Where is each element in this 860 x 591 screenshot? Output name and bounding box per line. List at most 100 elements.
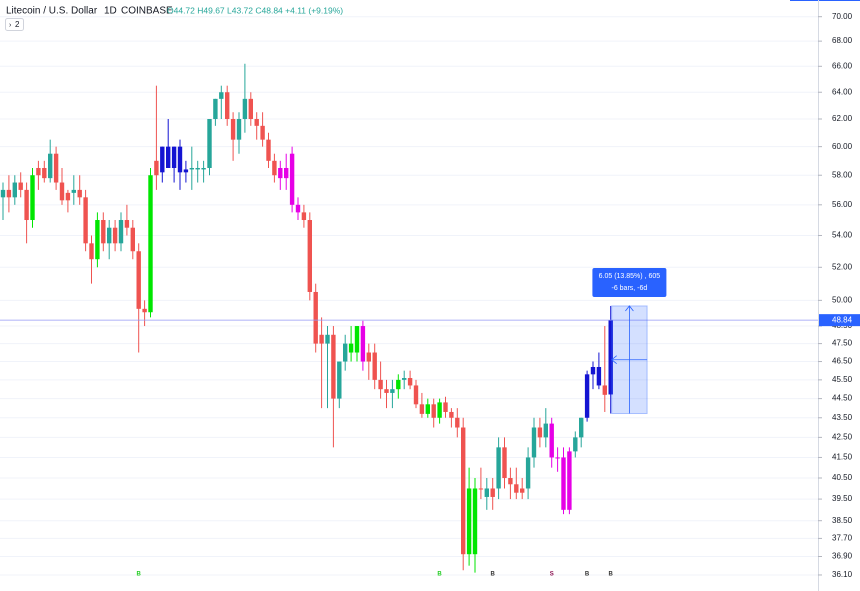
- candle-body: [112, 227, 118, 244]
- candle-body: [525, 457, 531, 489]
- candles: B B B S B B 6.05 (13.85%) , 605 -6 bars, -6d: [0, 63, 818, 578]
- measure-arrow-head-h: [611, 355, 617, 365]
- candle-body: [0, 189, 6, 198]
- y-tick-label: 54.00: [832, 231, 853, 240]
- candle-body: [490, 488, 495, 497]
- y-tick-label: 62.00: [832, 114, 853, 123]
- candle-body: [242, 98, 248, 120]
- candle-body: [331, 334, 336, 399]
- candle-body: [12, 182, 17, 198]
- candle-body: [130, 227, 135, 252]
- badge-count: 2: [15, 20, 20, 29]
- candle-body: [455, 417, 460, 428]
- candle-body: [360, 326, 366, 362]
- candle-body: [53, 153, 59, 183]
- candle-body: [354, 326, 360, 353]
- candle-body: [472, 488, 478, 555]
- candle-body: [520, 488, 525, 493]
- measure-arrow-head: [625, 305, 634, 312]
- candle-body: [65, 192, 71, 201]
- candle-body: [59, 182, 65, 201]
- y-tick-label: 36.90: [832, 552, 853, 561]
- candle-body: [171, 146, 177, 168]
- candle-body: [260, 125, 265, 140]
- signal-label: B: [137, 572, 142, 578]
- grid: [0, 16, 818, 576]
- y-tick-label: 50.00: [832, 295, 853, 304]
- candle-body: [160, 146, 165, 173]
- candle-body: [154, 160, 159, 176]
- y-tick-label: 41.50: [832, 453, 853, 462]
- candle-body: [366, 352, 371, 362]
- y-tick-label: 52.00: [832, 262, 853, 271]
- candle-body: [107, 227, 112, 244]
- candle-body: [101, 220, 106, 244]
- candle-body: [461, 427, 466, 555]
- candle-body: [396, 379, 401, 390]
- candle-body: [561, 457, 566, 510]
- candle-body: [478, 488, 484, 490]
- candle-body: [466, 488, 472, 555]
- candle-body: [30, 175, 35, 221]
- candle-body: [514, 484, 519, 493]
- candle-body: [301, 212, 307, 221]
- indicator-badge[interactable]: [5, 18, 24, 31]
- candle-body: [596, 366, 602, 386]
- candle-body: [425, 404, 430, 414]
- badge-chevron: ›: [9, 22, 12, 29]
- candle-body: [337, 361, 342, 399]
- candle-body: [573, 437, 578, 452]
- candle-body: [183, 169, 189, 173]
- candle-body: [124, 220, 130, 228]
- candle-body: [177, 146, 183, 173]
- candle-body: [608, 320, 613, 395]
- candle-body: [36, 167, 41, 176]
- candle-body: [407, 378, 413, 386]
- candle-body: [83, 197, 88, 244]
- y-tick-label: 42.50: [832, 432, 853, 441]
- y-tick-label: 64.00: [832, 87, 853, 96]
- symbol-title: Litecoin / U.S. Dollar: [6, 6, 98, 17]
- candle-body: [189, 167, 194, 170]
- y-tick-label: 36.10: [832, 570, 853, 579]
- candle-body: [579, 417, 584, 438]
- candle-body: [201, 167, 206, 170]
- candle-body: [148, 175, 153, 313]
- candle-body: [343, 343, 348, 362]
- candle-body: [590, 366, 596, 375]
- candle-body: [567, 451, 572, 510]
- candle-body: [18, 182, 23, 190]
- candle-body: [413, 385, 419, 405]
- signal-label: S: [550, 572, 554, 578]
- candle-body: [325, 334, 330, 344]
- candle-body: [537, 427, 543, 438]
- candle-body: [248, 98, 253, 120]
- y-tick-label: 38.50: [832, 516, 853, 525]
- candle-body: [166, 146, 171, 168]
- candle-body: [219, 92, 224, 99]
- y-tick-label: 58.00: [832, 170, 853, 179]
- y-tick-label: 68.00: [832, 36, 853, 45]
- candle-body: [195, 167, 200, 170]
- candle-body: [142, 308, 147, 313]
- candle-body: [431, 404, 436, 418]
- candle-body: [295, 204, 301, 213]
- candle-body: [555, 457, 560, 459]
- candle-body: [289, 153, 295, 205]
- candle-body: [254, 119, 259, 126]
- candle-body: [484, 488, 489, 497]
- candle-body: [313, 291, 318, 344]
- y-tick-label: 60.00: [832, 142, 853, 151]
- candle-body: [307, 220, 312, 292]
- candle-body: [348, 343, 354, 353]
- measure-subtext: -6 bars, -6d: [612, 285, 648, 292]
- candle-body: [284, 167, 289, 179]
- ohlc: O44.72 H49.67 L43.72 C48.84 +4.11 (+9.19…: [167, 5, 343, 15]
- candle-body: [449, 411, 454, 418]
- candle-body: [207, 119, 212, 168]
- candle-body: [443, 402, 448, 412]
- candle-body: [496, 447, 501, 489]
- y-tick-label: 44.50: [832, 394, 853, 403]
- candle-body: [272, 160, 277, 176]
